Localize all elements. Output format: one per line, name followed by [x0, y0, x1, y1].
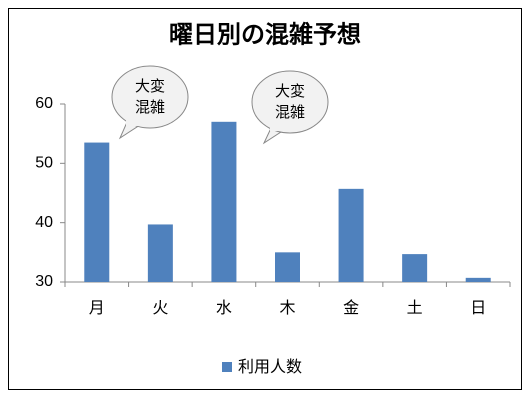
y-tick-label: 60	[35, 95, 53, 112]
y-tick-label: 50	[35, 155, 53, 172]
bar	[402, 254, 428, 282]
callout-text: 大変	[135, 78, 165, 95]
bar	[84, 142, 110, 282]
callout-joint	[270, 123, 286, 131]
bar	[211, 121, 237, 282]
legend-label: 利用人数	[238, 358, 302, 376]
x-tick-label: 金	[343, 299, 359, 317]
x-tick-label: 火	[152, 300, 168, 317]
x-tick-label: 水	[216, 299, 232, 317]
x-tick-label: 日	[470, 300, 486, 317]
callout-joint	[126, 118, 142, 126]
bar	[338, 188, 364, 282]
chart-title: 曜日別の混雑予想	[169, 20, 361, 48]
x-tick-label: 土	[407, 299, 423, 317]
callout: 大変 混雑	[111, 65, 189, 140]
x-tick-label: 月	[89, 300, 105, 317]
y-tick-label: 40	[35, 214, 53, 231]
callout-text: 大変	[275, 83, 305, 100]
bar	[275, 252, 300, 282]
y-tick-label: 30	[35, 273, 53, 290]
bar	[147, 224, 173, 282]
bar	[465, 277, 491, 282]
callout-bubble	[251, 70, 329, 134]
callout-text: 混雑	[135, 99, 165, 116]
x-tick-label: 木	[279, 299, 295, 317]
legend-swatch	[222, 362, 232, 372]
callout: 大変 混雑	[251, 70, 329, 145]
callout-bubble	[111, 65, 189, 129]
callout-text: 混雑	[275, 104, 305, 121]
